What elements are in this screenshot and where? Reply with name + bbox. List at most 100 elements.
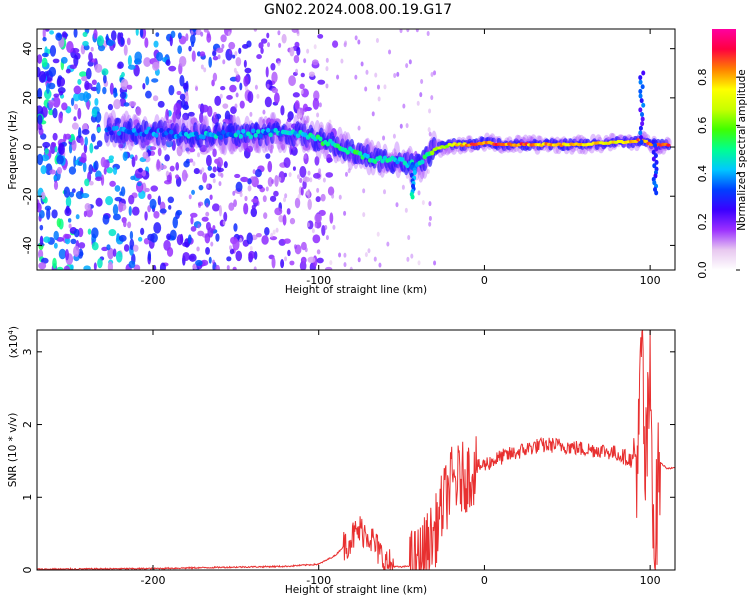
noise-speckle xyxy=(175,209,182,216)
noise-speckle xyxy=(135,106,142,117)
x-tick-label: 0 xyxy=(481,274,488,287)
noise-speckle xyxy=(264,96,272,108)
noise-speckle xyxy=(395,202,399,208)
noise-speckle xyxy=(306,48,310,54)
noise-speckle xyxy=(73,103,79,110)
noise-speckle xyxy=(157,195,161,206)
noise-speckle xyxy=(56,166,63,175)
noise-speckle xyxy=(232,114,236,125)
noise-speckle xyxy=(253,29,258,32)
y-tick-label: 0 xyxy=(21,144,34,151)
noise-speckle xyxy=(68,223,72,229)
noise-speckle xyxy=(37,105,44,116)
spike-point xyxy=(652,163,657,169)
noise-speckle xyxy=(222,59,226,65)
noise-speckle xyxy=(263,212,268,220)
noise-speckle xyxy=(377,96,381,102)
noise-speckle xyxy=(344,171,348,177)
spike-point xyxy=(654,190,659,196)
noise-speckle xyxy=(88,164,93,175)
noise-speckle xyxy=(52,58,60,64)
spike-point xyxy=(654,159,659,165)
y-tick-label: 40 xyxy=(21,42,34,56)
spike-point xyxy=(638,88,643,94)
noise-speckle xyxy=(83,210,87,218)
noise-speckle xyxy=(235,92,239,98)
spectrogram-frame xyxy=(36,28,676,271)
noise-speckle xyxy=(325,235,329,241)
noise-speckle xyxy=(118,143,124,149)
noise-speckle xyxy=(179,55,187,67)
noise-speckle xyxy=(280,259,285,269)
noise-speckle xyxy=(300,186,304,196)
noise-speckle xyxy=(317,33,324,39)
noise-speckle xyxy=(56,266,64,270)
noise-speckle xyxy=(94,63,103,73)
noise-speckle xyxy=(349,266,353,270)
noise-speckle xyxy=(73,245,80,257)
noise-speckle xyxy=(272,229,276,235)
noise-speckle xyxy=(235,181,243,193)
noise-speckle xyxy=(55,32,63,41)
trace-point xyxy=(169,129,174,135)
noise-speckle xyxy=(58,90,64,96)
noise-speckle xyxy=(152,95,159,102)
noise-speckle xyxy=(314,213,322,223)
noise-speckle xyxy=(168,205,172,210)
noise-speckle xyxy=(338,252,342,258)
noise-speckle xyxy=(129,230,134,240)
noise-speckle xyxy=(228,202,235,211)
noise-speckle xyxy=(81,75,88,82)
noise-speckle xyxy=(75,214,80,220)
noise-speckle xyxy=(201,167,205,173)
noise-speckle xyxy=(283,238,291,244)
noise-speckle xyxy=(229,84,237,93)
noise-speckle xyxy=(299,110,303,116)
noise-speckle xyxy=(130,175,136,181)
noise-speckle xyxy=(212,259,216,265)
noise-speckle xyxy=(220,85,226,91)
noise-speckle xyxy=(256,200,260,206)
noise-speckle xyxy=(283,157,291,169)
noise-speckle xyxy=(44,148,49,155)
noise-speckle xyxy=(278,176,282,182)
noise-speckle xyxy=(190,216,194,225)
noise-speckle xyxy=(200,31,204,37)
trace-point xyxy=(193,131,199,137)
noise-speckle xyxy=(262,109,266,115)
noise-speckle xyxy=(312,97,320,110)
noise-speckle xyxy=(123,244,130,252)
y-tick-label: 20 xyxy=(21,91,34,105)
noise-speckle xyxy=(94,176,103,182)
colorbar-tick-label: 0.8 xyxy=(696,68,709,86)
noise-speckle xyxy=(108,229,117,237)
trace-halo xyxy=(175,113,182,133)
noise-speckle xyxy=(139,29,144,38)
noise-speckle xyxy=(205,247,210,255)
trace-point xyxy=(253,132,258,138)
noise-speckle xyxy=(392,133,396,139)
trace-halo xyxy=(501,144,507,151)
colorbar-tick-label: 0.2 xyxy=(696,213,709,231)
noise-speckle xyxy=(53,230,59,241)
noise-speckle xyxy=(220,172,224,178)
noise-speckle xyxy=(53,174,58,182)
noise-speckle xyxy=(60,56,68,64)
noise-speckle xyxy=(254,84,258,90)
noise-speckle xyxy=(87,228,92,235)
noise-speckle xyxy=(84,136,89,146)
noise-speckle xyxy=(127,221,132,229)
noise-speckle xyxy=(235,71,239,77)
noise-speckle xyxy=(90,133,96,143)
x-tick-label: -100 xyxy=(306,274,331,287)
spike-point xyxy=(639,139,644,145)
noise-speckle xyxy=(277,30,281,36)
colorbar-tick-label: 0.4 xyxy=(696,165,709,183)
noise-speckle xyxy=(347,168,351,174)
noise-speckle xyxy=(164,154,170,162)
noise-speckle xyxy=(329,260,333,266)
noise-speckle xyxy=(284,193,288,199)
noise-speckle xyxy=(95,197,103,207)
noise-speckle xyxy=(269,195,277,202)
noise-speckle xyxy=(188,45,192,52)
